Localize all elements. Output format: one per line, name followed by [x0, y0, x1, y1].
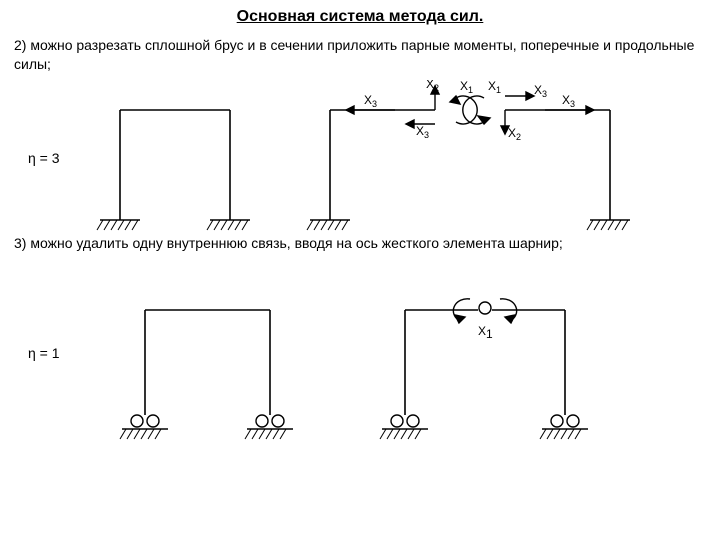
svg-text:X: X: [534, 83, 542, 97]
item-2-text: 2) можно разрезать сплошной брус и в сеч…: [0, 26, 720, 74]
svg-text:2: 2: [434, 83, 439, 93]
svg-text:1: 1: [468, 85, 473, 95]
item-3-num: 3): [14, 235, 26, 251]
svg-text:X: X: [426, 80, 434, 91]
svg-text:X: X: [508, 126, 516, 140]
svg-text:3: 3: [542, 89, 547, 99]
svg-text:X: X: [460, 80, 468, 93]
svg-text:3: 3: [424, 130, 429, 140]
item-2-body: можно разрезать сплошной брус и в сечени…: [14, 37, 694, 72]
page: Основная система метода сил. 2) можно ра…: [0, 0, 720, 540]
item-2-num: 2): [14, 37, 26, 53]
svg-text:3: 3: [372, 99, 377, 109]
svg-text:X: X: [416, 124, 424, 138]
svg-text:3: 3: [570, 99, 575, 109]
svg-text:X: X: [478, 324, 486, 338]
svg-text:1: 1: [496, 85, 501, 95]
fig-2-left-frame: [95, 90, 265, 250]
svg-text:X: X: [364, 93, 372, 107]
svg-text:X: X: [562, 93, 570, 107]
eta-3-label: η = 3: [28, 150, 60, 166]
svg-text:1: 1: [486, 327, 493, 341]
svg-text:X: X: [488, 80, 496, 93]
eta-1-label: η = 1: [28, 345, 60, 361]
fig-3-left-frame: [110, 295, 310, 465]
fig-3-right-frame: X1: [370, 295, 610, 465]
svg-text:2: 2: [516, 132, 521, 142]
page-title: Основная система метода сил.: [0, 0, 720, 26]
fig-2-right-frame: X2 X1 X1 X3 X2 X3 X3 X3: [300, 80, 680, 250]
